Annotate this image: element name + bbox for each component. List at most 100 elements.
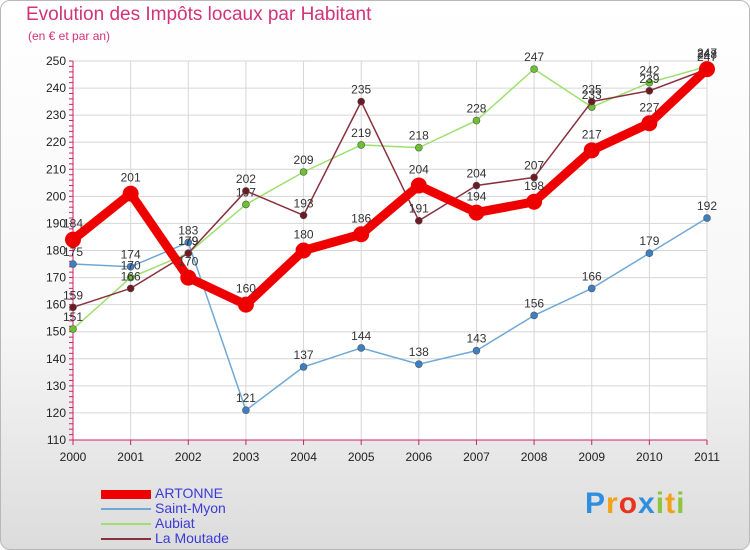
data-label-la-moutade: 193 — [294, 196, 314, 210]
y-tick-label: 160 — [46, 298, 66, 312]
y-tick-label: 240 — [46, 81, 66, 95]
chart-subtitle: (en € et par an) — [28, 29, 111, 43]
data-label-saint-myon: 183 — [178, 223, 198, 237]
legend-swatch — [101, 523, 151, 525]
data-label-saint-myon: 179 — [639, 234, 659, 248]
data-label-artonne: 198 — [524, 179, 544, 193]
legend-swatch — [101, 490, 151, 499]
data-label-la-moutade: 166 — [121, 269, 141, 283]
data-point-la-moutade — [69, 303, 77, 312]
data-point-saint-myon — [69, 260, 77, 268]
x-tick-label: 2008 — [521, 450, 548, 464]
logo-letter: x — [638, 487, 656, 520]
x-tick-label: 2003 — [233, 450, 260, 464]
legend-label: Saint-Myon — [155, 500, 226, 516]
x-tick-label: 2005 — [348, 450, 375, 464]
data-label-artonne: 184 — [63, 217, 83, 231]
data-point-artonne — [295, 242, 312, 259]
data-label-saint-myon: 175 — [63, 245, 83, 259]
data-point-artonne — [180, 269, 197, 286]
data-point-artonne — [641, 115, 658, 132]
x-tick-label: 2001 — [117, 450, 144, 464]
x-tick-label: 2011 — [694, 450, 720, 464]
x-tick-label: 2000 — [60, 450, 87, 464]
data-label-saint-myon: 174 — [121, 248, 141, 262]
x-tick-label: 2004 — [290, 450, 317, 464]
chart-title: Evolution des Impôts locaux par Habitant — [26, 4, 372, 25]
data-point-saint-myon — [703, 214, 711, 222]
data-label-la-moutade: 191 — [409, 202, 429, 216]
data-point-saint-myon — [587, 284, 596, 293]
legend-swatch — [101, 508, 151, 510]
data-point-aubiat — [357, 141, 365, 149]
data-point-saint-myon — [299, 363, 308, 371]
y-tick-label: 230 — [46, 108, 66, 122]
legend-label: La Moutade — [155, 530, 229, 546]
logo-letter: P — [585, 487, 607, 520]
data-point-la-moutade — [415, 216, 423, 225]
y-tick-label: 180 — [46, 244, 66, 258]
data-label-saint-myon: 144 — [351, 329, 371, 343]
x-tick-label: 2007 — [463, 450, 490, 464]
logo-letter: t — [665, 487, 677, 520]
data-point-aubiat — [645, 78, 654, 87]
data-point-aubiat — [69, 325, 77, 333]
data-point-la-moutade — [357, 97, 365, 106]
data-point-aubiat — [126, 273, 135, 282]
data-label-la-moutade: 159 — [63, 288, 83, 302]
series-line-artonne — [68, 64, 712, 310]
data-point-la-moutade — [242, 187, 250, 195]
data-label-aubiat: 247 — [524, 50, 544, 64]
data-label-la-moutade: 207 — [524, 158, 544, 172]
data-label-aubiat: 218 — [409, 129, 429, 143]
logo-letter: r — [606, 487, 619, 520]
data-label-la-moutade: 247 — [697, 50, 717, 64]
data-point-la-moutade — [587, 97, 596, 106]
data-point-artonne — [410, 177, 427, 194]
y-tick-label: 110 — [47, 433, 66, 447]
data-label-artonne: 180 — [294, 228, 314, 242]
data-point-saint-myon — [645, 249, 654, 258]
data-point-la-moutade — [184, 249, 193, 258]
data-point-artonne — [583, 142, 600, 159]
data-point-la-moutade — [126, 284, 135, 293]
data-point-la-moutade — [299, 211, 308, 220]
data-point-aubiat — [530, 65, 538, 73]
data-label-artonne: 194 — [466, 190, 486, 204]
data-label-aubiat: 151 — [63, 310, 83, 324]
x-tick-label: 2002 — [175, 450, 202, 464]
legend-label: ARTONNE — [155, 485, 223, 501]
y-tick-label: 130 — [46, 379, 66, 393]
data-label-saint-myon: 192 — [697, 199, 717, 213]
data-label-saint-myon: 137 — [294, 348, 314, 362]
data-label-artonne: 227 — [639, 100, 659, 114]
data-point-aubiat — [472, 116, 481, 125]
data-point-saint-myon — [242, 406, 250, 415]
legend-label: Aubiat — [155, 515, 195, 531]
y-tick-label: 150 — [46, 325, 66, 339]
y-tick-label: 120 — [46, 406, 66, 420]
data-label-aubiat: 242 — [639, 64, 659, 78]
data-point-saint-myon — [357, 344, 365, 352]
y-tick-label: 220 — [46, 135, 66, 149]
data-label-la-moutade: 235 — [582, 83, 602, 97]
data-label-aubiat: 170 — [121, 259, 141, 273]
data-label-saint-myon: 121 — [236, 391, 256, 405]
data-label-saint-myon: 166 — [582, 269, 602, 283]
y-tick-label: 190 — [46, 216, 66, 230]
x-tick-label: 2010 — [636, 450, 663, 464]
data-label-aubiat: 248 — [697, 47, 717, 61]
data-point-la-moutade — [645, 86, 654, 95]
data-label-la-moutade: 235 — [351, 83, 371, 97]
x-tick-label: 2006 — [405, 450, 432, 464]
data-point-aubiat — [299, 168, 308, 176]
data-label-artonne: 247 — [697, 46, 717, 60]
logo-letter: o — [618, 487, 639, 520]
data-point-artonne — [122, 185, 139, 202]
data-point-saint-myon — [184, 238, 193, 247]
data-label-aubiat: 219 — [351, 126, 371, 140]
data-label-saint-myon: 143 — [466, 332, 486, 346]
data-label-aubiat: 233 — [582, 88, 602, 102]
proxiti-logo: Proxiti — [585, 487, 685, 521]
